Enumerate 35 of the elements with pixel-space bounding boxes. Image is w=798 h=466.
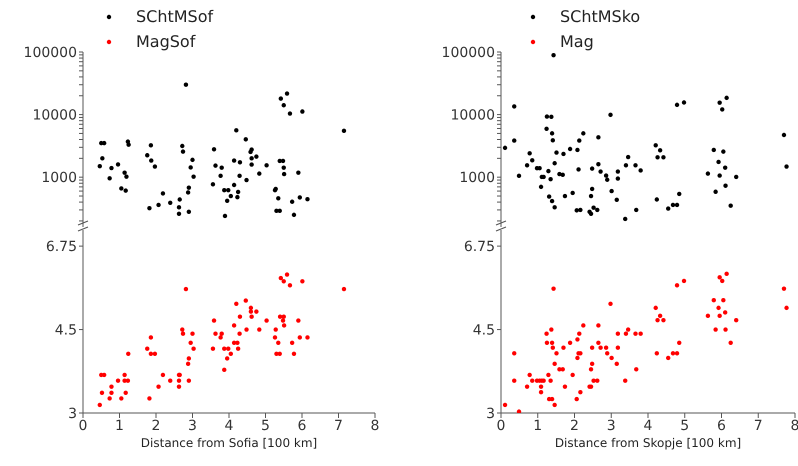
x-tick-label: 4 [224, 418, 234, 434]
y-tick-label: 1000 [459, 170, 495, 186]
y-tick-label: 4.5 [54, 322, 77, 339]
y-tick-label: 6.75 [464, 239, 495, 256]
x-tick-label: 0 [78, 418, 88, 434]
x-tick-label: 7 [754, 418, 763, 434]
x-axis-title: Distance from Sofia [100 km] [140, 436, 318, 450]
y-tick-label: 3 [486, 406, 495, 422]
x-tick-label: 1 [533, 418, 542, 434]
x-tick-label: 1 [115, 418, 124, 434]
x-tick-label: 3 [188, 418, 197, 434]
y-tick-label: 6.75 [46, 239, 77, 256]
x-tick-label: 8 [370, 418, 380, 434]
y-tick-label: 1000 [41, 170, 77, 186]
legend-label: MagSof [136, 32, 196, 51]
x-tick-label: 6 [298, 418, 307, 434]
x-tick-label: 5 [261, 418, 270, 434]
x-tick-label: 2 [570, 418, 579, 434]
legend-label: SChtMSko [560, 7, 640, 26]
x-tick-label: 2 [152, 418, 160, 434]
legend-label: SChtMSof [136, 7, 214, 26]
legend-label: Mag [560, 32, 594, 51]
y-tick-label: 100000 [24, 44, 77, 61]
y-tick-label: 10000 [32, 108, 77, 124]
x-tick-label: 6 [717, 418, 726, 434]
x-tick-label: 3 [606, 418, 616, 434]
y-tick-label: 4.5 [472, 322, 495, 339]
x-tick-label: 4 [644, 418, 653, 434]
y-tick-label: 100000 [442, 44, 495, 61]
x-tick-label: 0 [496, 418, 506, 434]
x-tick-label: 7 [334, 418, 343, 434]
x-axis-title: Distance from Skopje [100 km] [554, 436, 742, 450]
y-tick-label: 3 [68, 406, 77, 422]
y-tick-label: 10000 [450, 108, 495, 124]
x-tick-label: 5 [680, 418, 690, 434]
